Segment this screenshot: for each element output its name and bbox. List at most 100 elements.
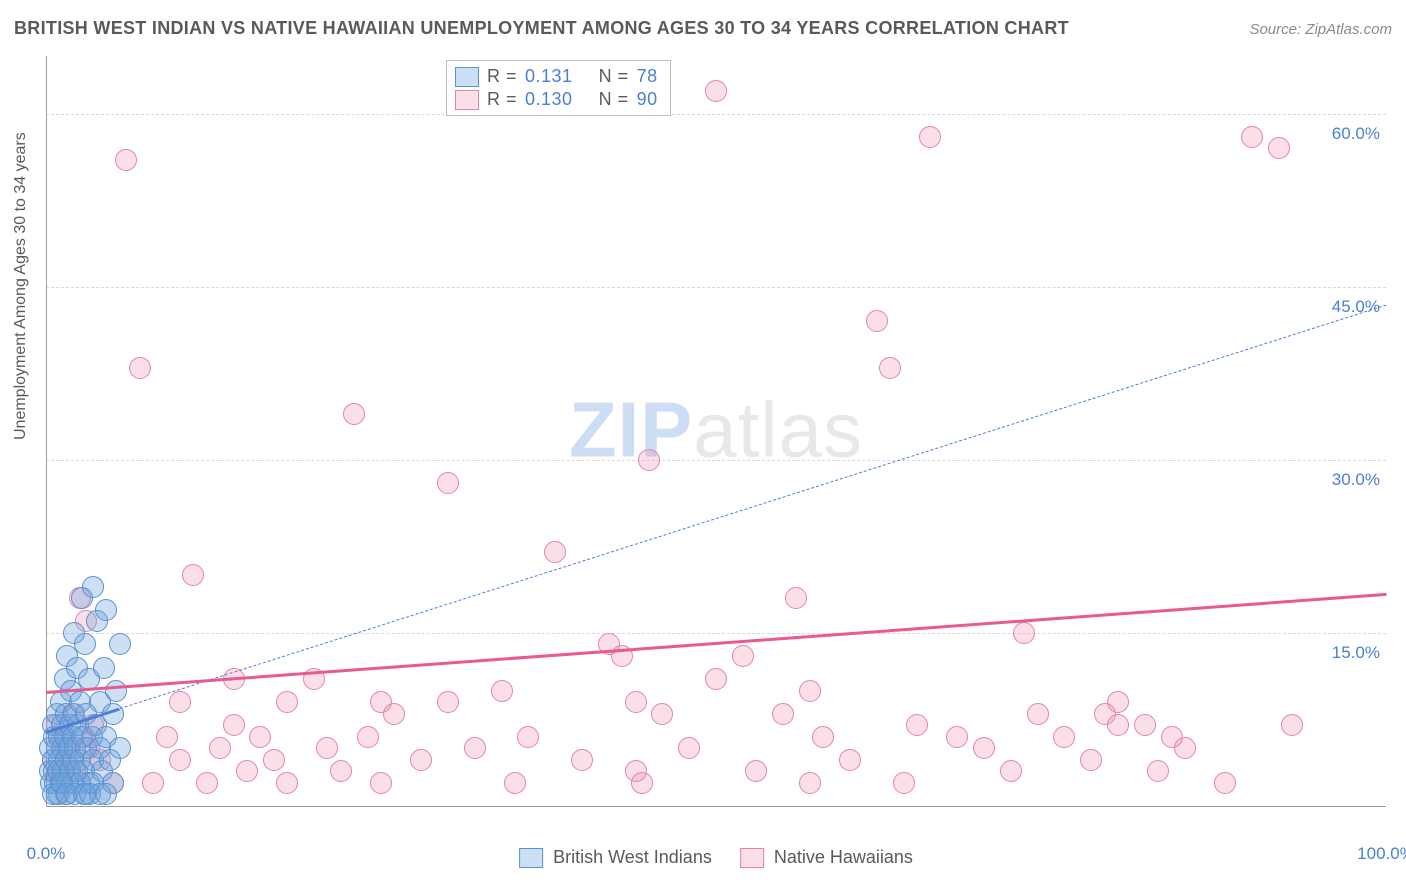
scatter-point-b bbox=[236, 760, 258, 782]
scatter-point-b bbox=[732, 645, 754, 667]
gridline bbox=[46, 114, 1386, 115]
scatter-point-b bbox=[1107, 691, 1129, 713]
scatter-point-b bbox=[343, 403, 365, 425]
stats-row: R = 0.131 N = 78 bbox=[455, 65, 658, 88]
x-tick-label: 100.0% bbox=[1357, 844, 1406, 864]
trendline-a-dash bbox=[120, 304, 1387, 708]
legend-label-a: British West Indians bbox=[553, 847, 712, 868]
scatter-point-b bbox=[491, 680, 513, 702]
scatter-point-b bbox=[1174, 737, 1196, 759]
y-tick-label: 15.0% bbox=[1332, 643, 1380, 663]
gridline bbox=[46, 460, 1386, 461]
x-axis bbox=[46, 806, 1386, 807]
source-label: Source: ZipAtlas.com bbox=[1249, 21, 1392, 38]
scatter-point-b bbox=[1107, 714, 1129, 736]
scatter-point-b bbox=[370, 772, 392, 794]
scatter-point-b bbox=[209, 737, 231, 759]
legend-label-b: Native Hawaiians bbox=[774, 847, 913, 868]
scatter-point-b bbox=[437, 691, 459, 713]
scatter-point-b bbox=[142, 772, 164, 794]
gridline bbox=[46, 633, 1386, 634]
stats-r-value: 0.131 bbox=[525, 66, 573, 87]
scatter-point-b bbox=[169, 749, 191, 771]
legend-item-a: British West Indians bbox=[519, 847, 712, 868]
scatter-point-b bbox=[517, 726, 539, 748]
watermark: ZIPatlas bbox=[569, 385, 863, 476]
scatter-point-b bbox=[812, 726, 834, 748]
scatter-point-a bbox=[109, 737, 131, 759]
scatter-point-b bbox=[276, 691, 298, 713]
legend-swatch bbox=[455, 67, 479, 87]
scatter-point-b bbox=[156, 726, 178, 748]
scatter-point-b bbox=[410, 749, 432, 771]
stats-n-value: 78 bbox=[637, 66, 658, 87]
scatter-point-b bbox=[316, 737, 338, 759]
scatter-point-a bbox=[82, 576, 104, 598]
legend-swatch-b bbox=[740, 848, 764, 868]
scatter-point-a bbox=[109, 633, 131, 655]
scatter-point-b bbox=[651, 703, 673, 725]
scatter-point-b bbox=[370, 691, 392, 713]
stats-box: R = 0.131 N = 78R = 0.130 N = 90 bbox=[446, 60, 671, 116]
scatter-point-b bbox=[799, 680, 821, 702]
stats-n-value: 90 bbox=[637, 89, 658, 110]
scatter-point-a bbox=[93, 657, 115, 679]
y-tick-label: 60.0% bbox=[1332, 124, 1380, 144]
scatter-point-b bbox=[196, 772, 218, 794]
legend: British West Indians Native Hawaiians bbox=[519, 847, 913, 868]
scatter-point-b bbox=[631, 772, 653, 794]
scatter-point-b bbox=[249, 726, 271, 748]
stats-n-label: N = bbox=[599, 66, 629, 87]
scatter-point-b bbox=[129, 357, 151, 379]
scatter-point-b bbox=[973, 737, 995, 759]
chart-title: BRITISH WEST INDIAN VS NATIVE HAWAIIAN U… bbox=[14, 18, 1069, 39]
scatter-point-b bbox=[1013, 622, 1035, 644]
legend-swatch bbox=[455, 90, 479, 110]
scatter-point-b bbox=[330, 760, 352, 782]
scatter-point-b bbox=[1000, 760, 1022, 782]
scatter-point-b bbox=[1268, 137, 1290, 159]
stats-r-value: 0.130 bbox=[525, 89, 573, 110]
scatter-point-b bbox=[1147, 760, 1169, 782]
scatter-point-a bbox=[95, 783, 117, 805]
scatter-point-b bbox=[919, 126, 941, 148]
scatter-point-b bbox=[1080, 749, 1102, 771]
stats-row: R = 0.130 N = 90 bbox=[455, 88, 658, 111]
scatter-point-b bbox=[745, 760, 767, 782]
scatter-point-b bbox=[839, 749, 861, 771]
scatter-point-b bbox=[115, 149, 137, 171]
scatter-point-b bbox=[772, 703, 794, 725]
scatter-point-b bbox=[1281, 714, 1303, 736]
scatter-point-b bbox=[504, 772, 526, 794]
scatter-point-b bbox=[638, 449, 660, 471]
scatter-point-b bbox=[879, 357, 901, 379]
scatter-point-b bbox=[705, 668, 727, 690]
scatter-point-b bbox=[678, 737, 700, 759]
stats-n-label: N = bbox=[599, 89, 629, 110]
scatter-point-b bbox=[437, 472, 459, 494]
header: BRITISH WEST INDIAN VS NATIVE HAWAIIAN U… bbox=[14, 18, 1392, 39]
scatter-point-b bbox=[893, 772, 915, 794]
scatter-point-b bbox=[866, 310, 888, 332]
scatter-point-b bbox=[169, 691, 191, 713]
scatter-point-b bbox=[785, 587, 807, 609]
scatter-point-b bbox=[571, 749, 593, 771]
scatter-point-a bbox=[74, 633, 96, 655]
stats-r-label: R = bbox=[487, 89, 517, 110]
scatter-point-b bbox=[625, 691, 647, 713]
legend-swatch-a bbox=[519, 848, 543, 868]
scatter-point-b bbox=[263, 749, 285, 771]
legend-item-b: Native Hawaiians bbox=[740, 847, 913, 868]
scatter-point-b bbox=[1241, 126, 1263, 148]
scatter-point-b bbox=[906, 714, 928, 736]
y-tick-label: 30.0% bbox=[1332, 470, 1380, 490]
gridline bbox=[46, 287, 1386, 288]
scatter-point-b bbox=[223, 714, 245, 736]
scatter-point-a bbox=[105, 680, 127, 702]
scatter-point-b bbox=[1053, 726, 1075, 748]
scatter-point-b bbox=[544, 541, 566, 563]
y-axis-label: Unemployment Among Ages 30 to 34 years bbox=[12, 132, 30, 440]
scatter-point-b bbox=[946, 726, 968, 748]
scatter-point-b bbox=[1027, 703, 1049, 725]
scatter-point-b bbox=[357, 726, 379, 748]
